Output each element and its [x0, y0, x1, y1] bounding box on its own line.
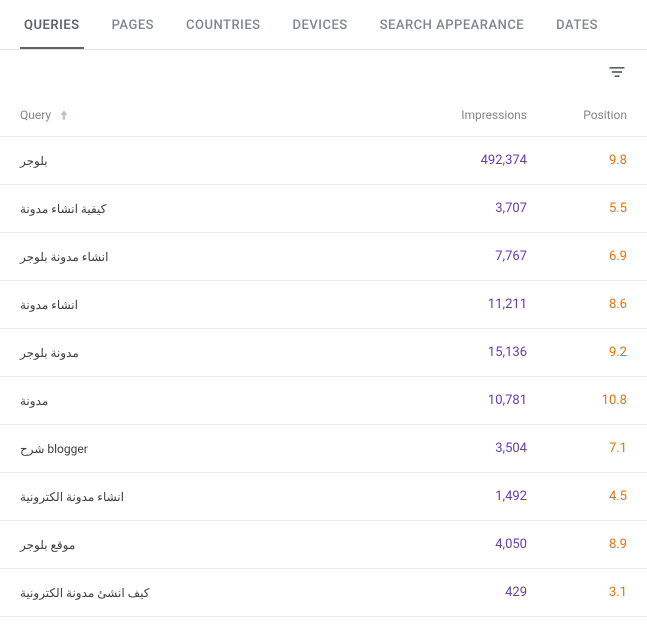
impressions-cell: 429	[387, 585, 527, 600]
filter-bar	[0, 50, 647, 94]
filter-icon[interactable]	[607, 62, 627, 82]
impressions-cell: 1,492	[387, 489, 527, 504]
impressions-cell: 15,136	[387, 345, 527, 360]
column-header-query[interactable]: Query	[20, 108, 387, 122]
query-cell[interactable]: انشاء مدونة الكترونية	[20, 490, 387, 504]
position-cell: 8.9	[527, 537, 627, 552]
position-cell: 8.6	[527, 297, 627, 312]
queries-table: Query Impressions Position بلوجر492,3749…	[0, 94, 647, 617]
impressions-cell: 3,504	[387, 441, 527, 456]
sort-ascending-icon	[57, 108, 71, 122]
query-cell[interactable]: موقع بلوجر	[20, 538, 387, 552]
position-cell: 9.2	[527, 345, 627, 360]
table-row: بلوجر492,3749.8	[0, 137, 647, 185]
table-row: مدونة10,78110.8	[0, 377, 647, 425]
position-cell: 7.1	[527, 441, 627, 456]
query-cell[interactable]: انشاء مدونة	[20, 298, 387, 312]
table-row: انشاء مدونة الكترونية1,4924.5	[0, 473, 647, 521]
query-cell[interactable]: بلوجر	[20, 154, 387, 168]
tab-search-appearance[interactable]: SEARCH APPEARANCE	[376, 0, 529, 49]
column-header-query-label: Query	[20, 108, 51, 122]
tab-dates[interactable]: DATES	[552, 0, 602, 49]
impressions-cell: 11,211	[387, 297, 527, 312]
query-cell[interactable]: مدونة	[20, 394, 387, 408]
impressions-cell: 492,374	[387, 153, 527, 168]
position-cell: 5.5	[527, 201, 627, 216]
query-cell[interactable]: كيف انشئ مدونة الكترونية	[20, 586, 387, 600]
tabs-bar: QUERIES PAGES COUNTRIES DEVICES SEARCH A…	[0, 0, 647, 50]
tab-countries[interactable]: COUNTRIES	[182, 0, 265, 49]
position-cell: 10.8	[527, 393, 627, 408]
column-header-impressions[interactable]: Impressions	[387, 108, 527, 122]
query-cell[interactable]: شرح blogger	[20, 442, 387, 456]
position-cell: 9.8	[527, 153, 627, 168]
impressions-cell: 3,707	[387, 201, 527, 216]
table-row: كيفية انشاء مدونة3,7075.5	[0, 185, 647, 233]
table-header: Query Impressions Position	[0, 94, 647, 137]
position-cell: 3.1	[527, 585, 627, 600]
query-cell[interactable]: انشاء مدونة بلوجر	[20, 250, 387, 264]
table-row: شرح blogger3,5047.1	[0, 425, 647, 473]
position-cell: 6.9	[527, 249, 627, 264]
query-cell[interactable]: مدونة بلوجر	[20, 346, 387, 360]
column-header-position[interactable]: Position	[527, 108, 627, 122]
position-cell: 4.5	[527, 489, 627, 504]
table-row: انشاء مدونة بلوجر7,7676.9	[0, 233, 647, 281]
table-body: بلوجر492,3749.8كيفية انشاء مدونة3,7075.5…	[0, 137, 647, 617]
query-cell[interactable]: كيفية انشاء مدونة	[20, 202, 387, 216]
table-row: مدونة بلوجر15,1369.2	[0, 329, 647, 377]
table-row: انشاء مدونة11,2118.6	[0, 281, 647, 329]
tab-pages[interactable]: PAGES	[108, 0, 158, 49]
impressions-cell: 10,781	[387, 393, 527, 408]
table-row: موقع بلوجر4,0508.9	[0, 521, 647, 569]
tab-devices[interactable]: DEVICES	[289, 0, 352, 49]
impressions-cell: 4,050	[387, 537, 527, 552]
table-row: كيف انشئ مدونة الكترونية4293.1	[0, 569, 647, 617]
impressions-cell: 7,767	[387, 249, 527, 264]
tab-queries[interactable]: QUERIES	[20, 0, 84, 49]
